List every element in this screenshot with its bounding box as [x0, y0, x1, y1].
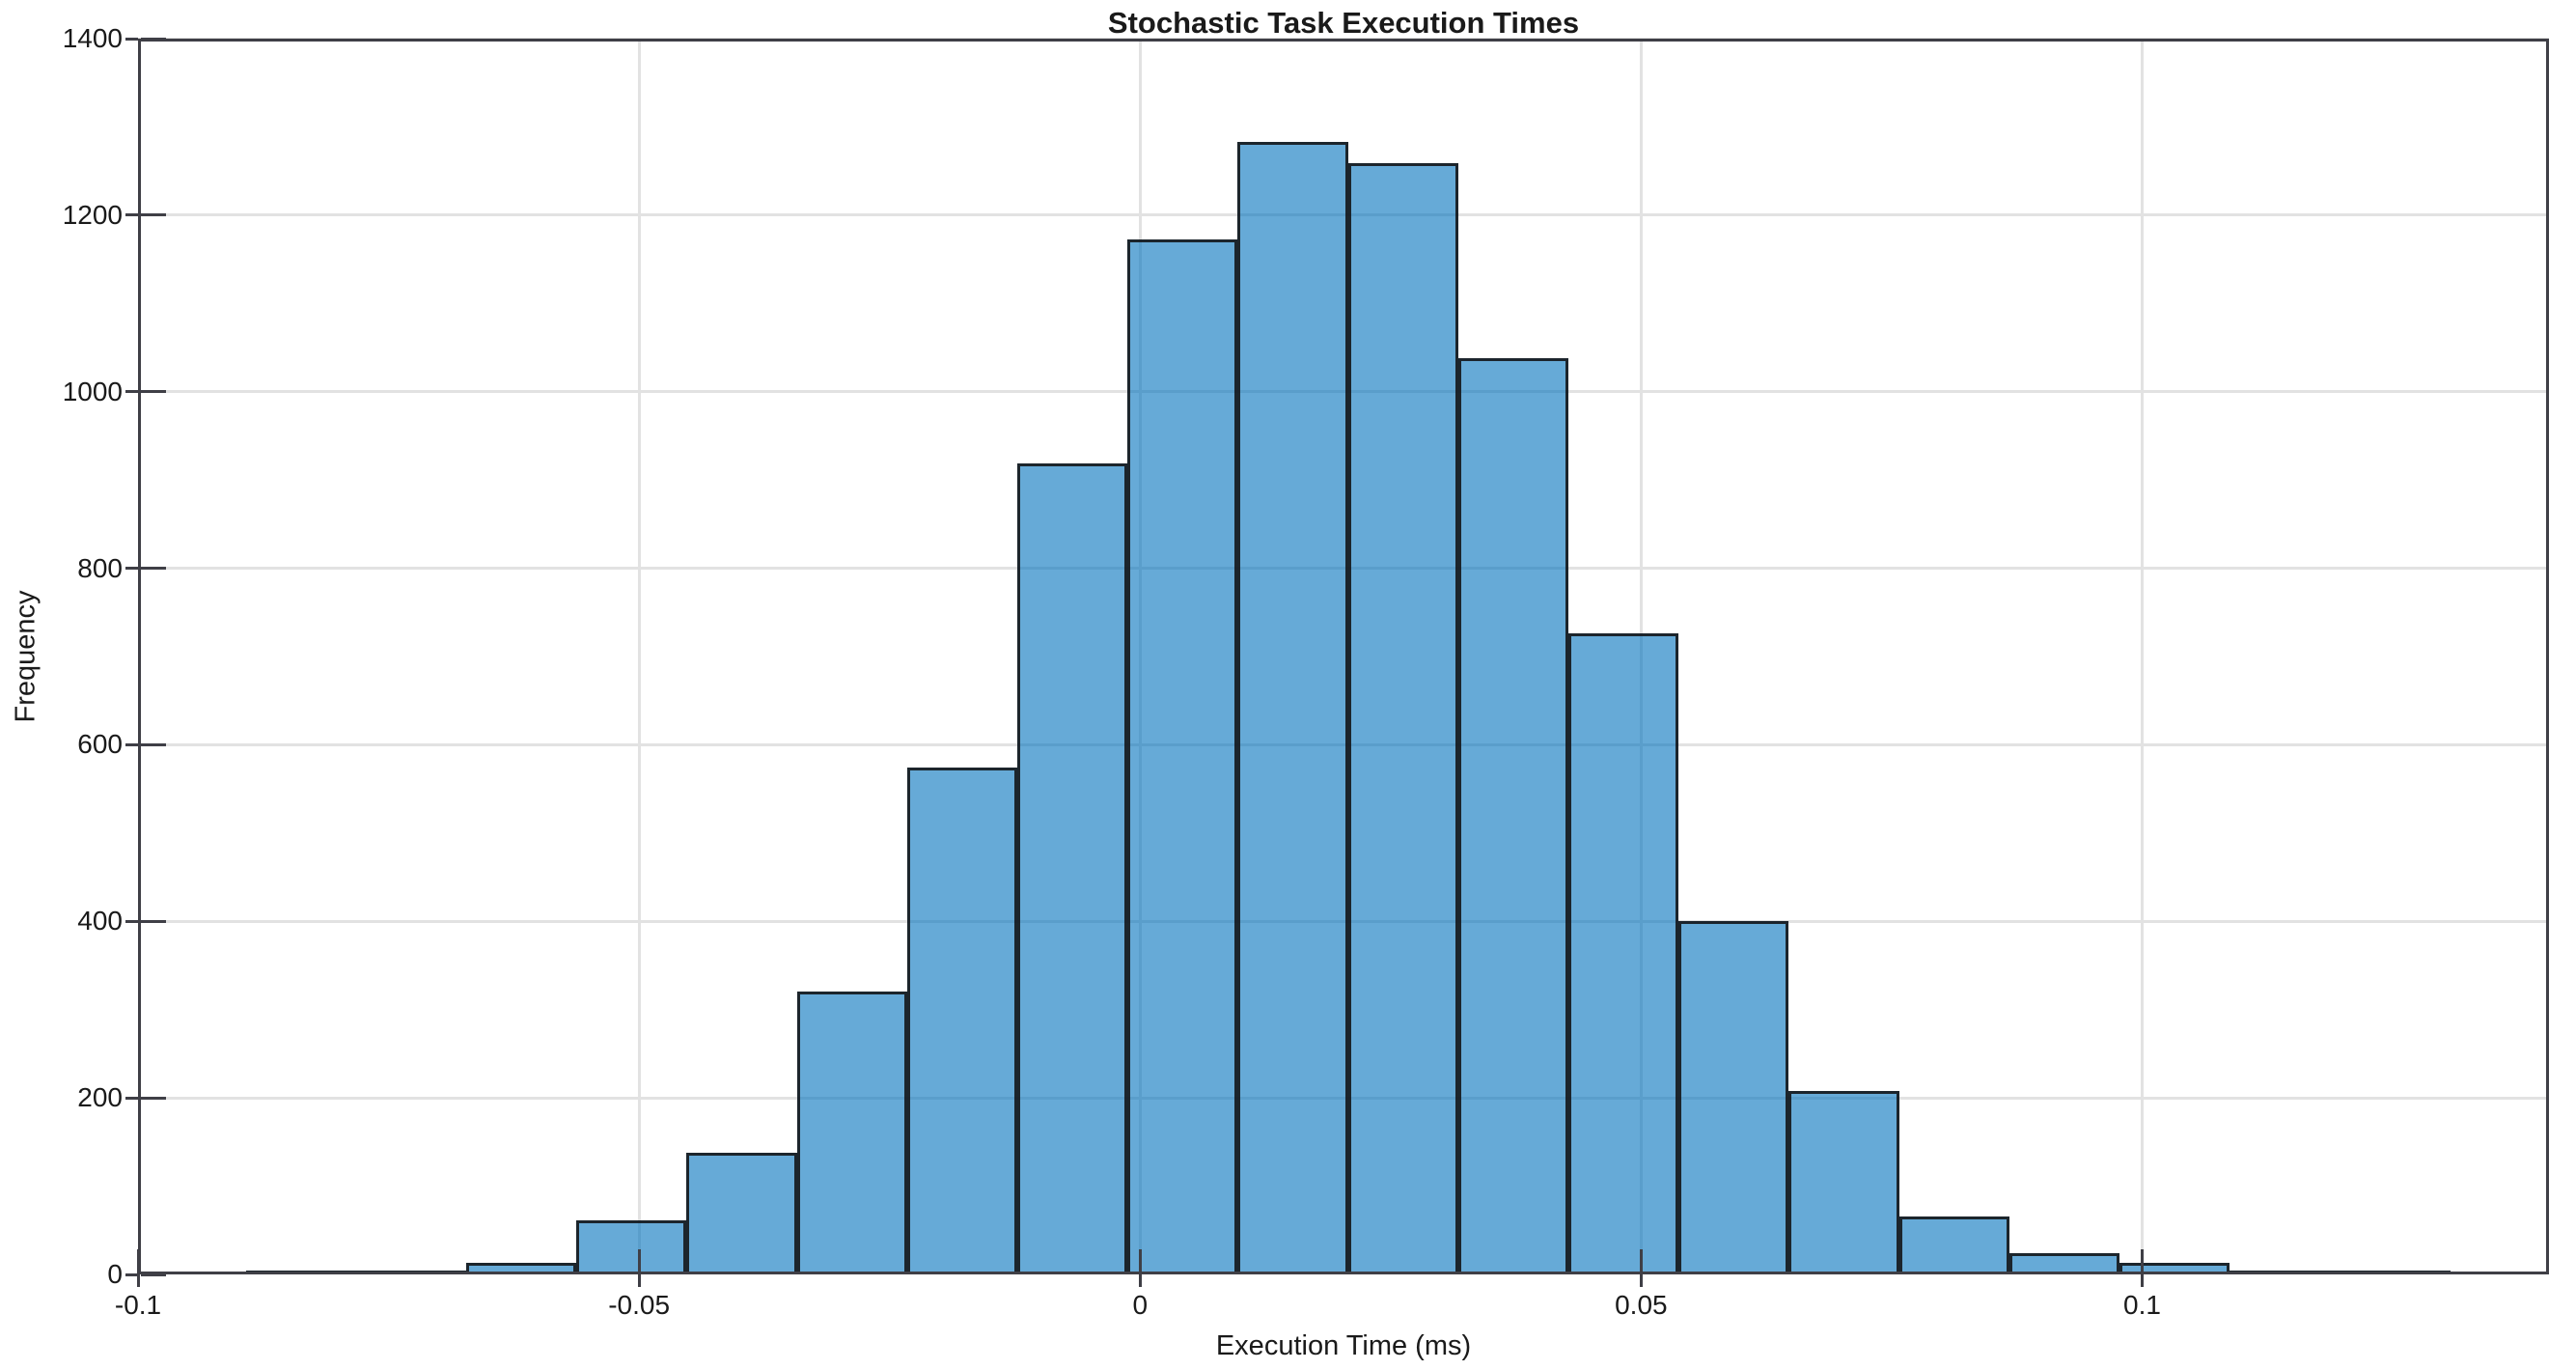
histogram-bar [355, 1271, 467, 1274]
histogram-bar [2230, 1271, 2341, 1274]
x-gridline [637, 39, 641, 1274]
histogram-bar [2340, 1271, 2451, 1274]
y-tick-label: 1400 [62, 23, 123, 53]
histogram-bar [1017, 462, 1128, 1274]
y-tick [125, 742, 138, 746]
histogram-bar [906, 768, 1018, 1274]
x-tick-inner [1639, 1249, 1643, 1274]
x-tick-label: 0.05 [1615, 1290, 1668, 1320]
y-tick-inner [141, 567, 166, 571]
histogram-bar [466, 1263, 577, 1274]
chart-title: Stochastic Task Execution Times [1107, 6, 1580, 40]
y-tick-label: 0 [107, 1259, 123, 1289]
y-tick-label: 600 [77, 729, 123, 760]
x-tick-inner [1138, 1249, 1142, 1274]
histogram-bar [245, 1271, 356, 1274]
y-tick-label: 1000 [62, 376, 123, 406]
x-tick [136, 1274, 140, 1287]
y-tick [125, 37, 138, 41]
x-tick-inner [2140, 1249, 2144, 1274]
histogram-bar [576, 1220, 687, 1274]
histogram-bar [1347, 162, 1458, 1274]
histogram-bar [1237, 141, 1348, 1274]
histogram-bar [1568, 633, 1679, 1274]
y-tick-inner [141, 742, 166, 746]
histogram-bar [1678, 921, 1789, 1274]
histogram-bar [1898, 1216, 2009, 1274]
x-tick-label: -0.1 [114, 1290, 162, 1320]
y-tick-inner [141, 213, 166, 217]
y-tick-inner [141, 1096, 166, 1100]
histogram-bar [2008, 1253, 2120, 1274]
x-tick [637, 1274, 641, 1287]
y-tick [125, 390, 138, 394]
histogram-bar [1457, 357, 1569, 1274]
x-tick-label: 0 [1132, 1290, 1149, 1320]
y-tick [125, 1096, 138, 1100]
histogram-bar [796, 992, 907, 1274]
x-tick [1639, 1274, 1643, 1287]
y-tick [125, 919, 138, 923]
x-tick [1138, 1274, 1142, 1287]
histogram-bar [686, 1152, 797, 1274]
x-axis-label: Execution Time (ms) [1215, 1330, 1472, 1361]
y-tick [125, 1272, 138, 1276]
y-tick-label: 400 [77, 906, 123, 937]
y-tick [125, 213, 138, 217]
histogram-bar [1127, 239, 1238, 1274]
y-tick-inner [141, 390, 166, 394]
histogram-bar [2119, 1263, 2230, 1274]
x-tick [2140, 1274, 2144, 1287]
x-tick-label: 0.1 [2123, 1290, 2161, 1320]
x-gridline [2140, 39, 2144, 1274]
y-tick-label: 800 [77, 552, 123, 583]
x-tick-inner [136, 1249, 140, 1274]
y-tick-inner [141, 1272, 166, 1276]
y-tick [125, 567, 138, 571]
y-axis-label: Frequency [10, 590, 42, 723]
histogram-bar [1788, 1090, 1899, 1274]
y-tick-inner [141, 919, 166, 923]
x-tick-inner [637, 1249, 641, 1274]
y-tick-label: 200 [77, 1082, 123, 1113]
x-tick-label: -0.05 [608, 1290, 671, 1320]
y-tick-label: 1200 [62, 199, 123, 230]
